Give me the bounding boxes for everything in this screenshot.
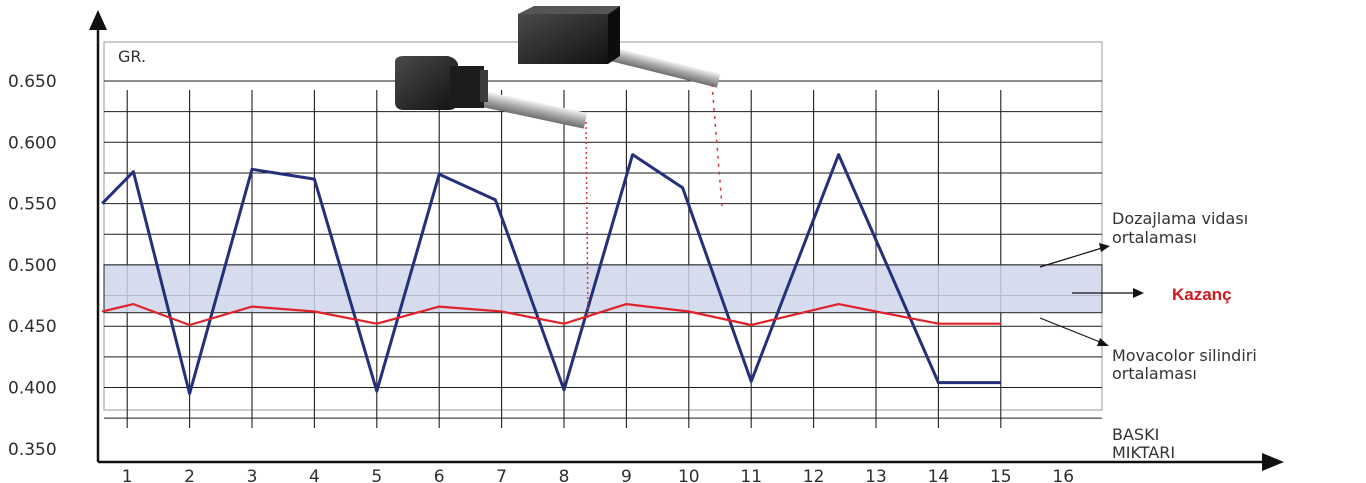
x-axis-label-line-1: BASKI [1112,425,1159,444]
small-dosing-unit-image [395,56,589,319]
x-tick-label-8: 9 [621,467,632,483]
cylinder-label-line-1: Movacolor silindiri [1112,346,1257,365]
x-tick-label-5: 6 [434,467,445,483]
y-tick-label-0: 0.650 [8,72,57,92]
x-tick-label-1: 2 [184,467,195,483]
x-tick-label-7: 8 [559,467,570,483]
plot-frame [103,41,1103,411]
x-tick-label-4: 5 [371,467,382,483]
x-tick-label-13: 14 [928,467,950,483]
x-tick-label-2: 3 [247,467,258,483]
cylinder-label-line-2: ortalaması [1112,364,1197,383]
large-dosing-unit-image [518,6,723,207]
y-tick-label-3: 0.500 [8,256,57,276]
x-tick-label-15: 16 [1052,467,1074,483]
dosing-label-line-1: Dozajlama vidası [1112,209,1248,228]
y-tick-labels: 0.650 0.600 0.550 0.500 0.450 0.400 0.350 [8,72,57,460]
x-tick-label-6: 7 [496,467,507,483]
y-axis-arrow [89,10,107,30]
x-axis-label-line-2: MIKTARI [1112,443,1175,462]
grid [104,80,1102,428]
x-tick-labels: 1 2 3 4 5 6 7 8 9 10 11 12 13 14 15 16 [122,467,1074,483]
x-tick-label-3: 4 [309,467,320,483]
x-tick-label-11: 12 [803,467,825,483]
dosing-label-line-2: ortalaması [1112,228,1197,247]
y-tick-label-4: 0.450 [8,317,57,337]
y-tick-label-1: 0.600 [8,133,57,153]
y-axis-label: GR. [118,47,146,66]
series-group [101,153,1001,396]
gain-band [103,264,1103,314]
gain-pointer-head [1133,288,1144,298]
x-tick-label-12: 13 [865,467,887,483]
x-tick-label-9: 10 [678,467,700,483]
gain-label: Kazanç [1172,285,1232,304]
y-tick-label-2: 0.550 [8,195,57,215]
x-tick-label-10: 11 [740,467,762,483]
x-axis-arrow [1262,453,1284,471]
cylinder-pointer-head [1097,338,1109,346]
y-tick-label-6: 0.350 [8,440,57,460]
cylinder-pointer [1039,317,1101,343]
dosing-pointer-head [1099,243,1110,252]
dosing-pointer [1039,247,1103,268]
x-tick-label-0: 1 [122,467,133,483]
x-tick-label-14: 15 [990,467,1012,483]
y-tick-label-5: 0.400 [8,379,57,399]
